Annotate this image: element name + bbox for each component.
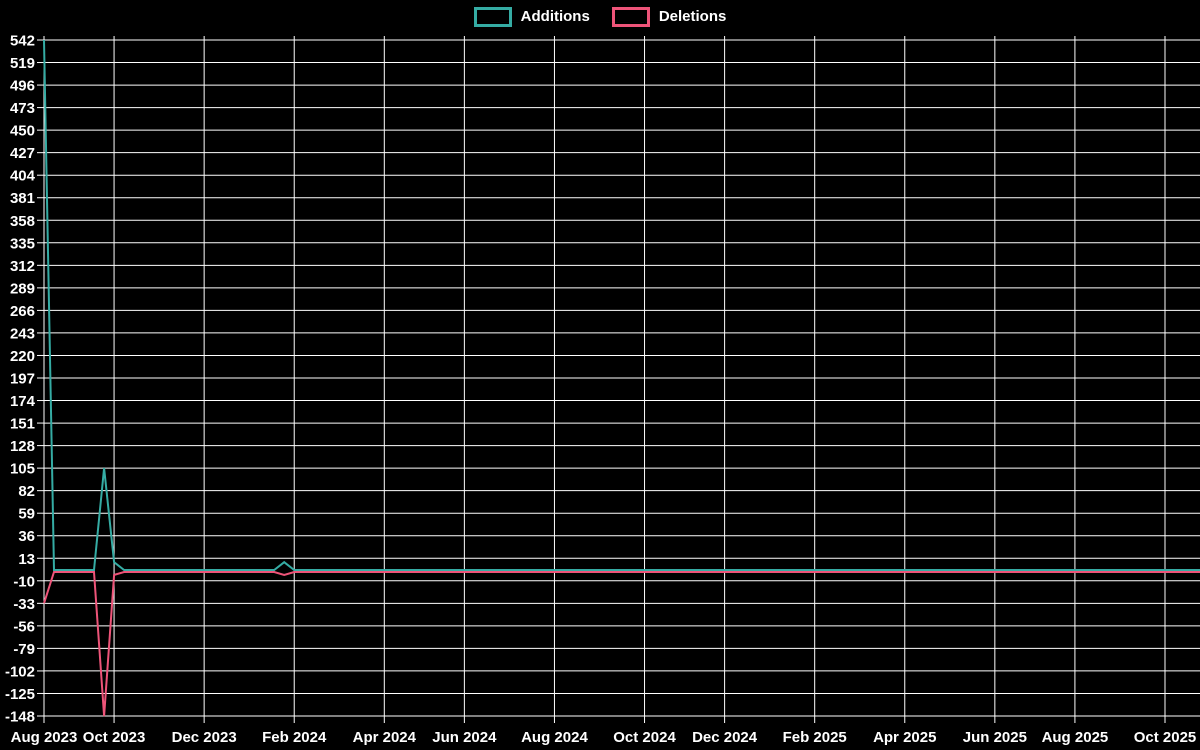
x-axis-tick-label: Jun 2024 [432, 729, 497, 746]
y-axis-tick-label: 404 [10, 168, 36, 185]
x-axis-tick-label: Oct 2025 [1134, 729, 1197, 746]
y-axis-tick-label: 473 [10, 100, 35, 117]
y-axis-tick-label: 289 [10, 280, 35, 297]
legend-label-additions: Additions [520, 8, 590, 25]
y-axis-tick-label: -125 [5, 686, 35, 703]
y-axis-tick-label: 335 [10, 235, 35, 252]
additions-line [43, 39, 1200, 571]
y-axis-tick-label: 450 [10, 123, 35, 140]
y-axis-tick-label: 82 [18, 483, 35, 500]
y-axis-tick-label: 358 [10, 213, 35, 230]
y-axis-tick-label: 496 [10, 78, 35, 95]
y-axis-tick-label: 243 [10, 325, 35, 342]
x-axis-tick-label: Aug 2023 [11, 729, 78, 746]
legend-item-deletions[interactable]: Deletions [611, 7, 727, 27]
y-axis-tick-label: 36 [18, 528, 35, 545]
x-axis-tick-label: Apr 2025 [873, 729, 936, 746]
y-axis-tick-label: 542 [10, 33, 35, 50]
y-axis-tick-label: -148 [5, 709, 35, 726]
x-axis-tick-label: Oct 2024 [613, 729, 676, 746]
x-axis-tick-label: Jun 2025 [963, 729, 1027, 746]
y-axis-tick-label: 151 [10, 416, 35, 433]
x-axis-tick-label: Aug 2024 [521, 729, 588, 746]
y-axis-tick-label: 312 [10, 258, 35, 275]
y-axis-tick-label: 197 [10, 371, 35, 388]
y-axis-tick-label: 128 [10, 438, 35, 455]
y-axis-tick-label: 427 [10, 145, 35, 162]
deletions-line [43, 571, 1200, 717]
y-axis-tick-label: 13 [18, 551, 35, 568]
legend-item-additions[interactable]: Additions [473, 7, 590, 27]
x-axis-tick-label: Dec 2023 [172, 729, 237, 746]
y-axis-tick-label: -10 [13, 573, 35, 590]
x-axis-tick-label: Feb 2024 [262, 729, 327, 746]
y-axis-tick-label: 59 [18, 506, 35, 523]
y-axis-tick-label: 519 [10, 55, 35, 72]
x-axis-tick-label: Apr 2024 [353, 729, 417, 746]
y-axis-tick-label: -102 [5, 663, 35, 680]
x-axis-tick-label: Dec 2024 [692, 729, 758, 746]
deletions-swatch-icon [611, 7, 650, 27]
x-axis-tick-label: Oct 2023 [83, 729, 146, 746]
y-axis-tick-label: 105 [10, 461, 35, 478]
x-axis-tick-label: Aug 2025 [1042, 729, 1109, 746]
y-axis-tick-label: -56 [13, 618, 35, 635]
x-axis-tick-label: Feb 2025 [783, 729, 847, 746]
y-axis-tick-label: 381 [10, 190, 35, 207]
y-axis-tick-label: -79 [13, 641, 35, 658]
y-axis-tick-label: 220 [10, 348, 35, 365]
additions-swatch-icon [473, 7, 512, 27]
legend-label-deletions: Deletions [658, 8, 727, 25]
y-axis-tick-label: 266 [10, 303, 35, 320]
y-axis-tick-label: -33 [13, 596, 35, 613]
y-axis-tick-label: 174 [10, 393, 36, 410]
chart-legend: Additions Deletions [0, 7, 1200, 27]
